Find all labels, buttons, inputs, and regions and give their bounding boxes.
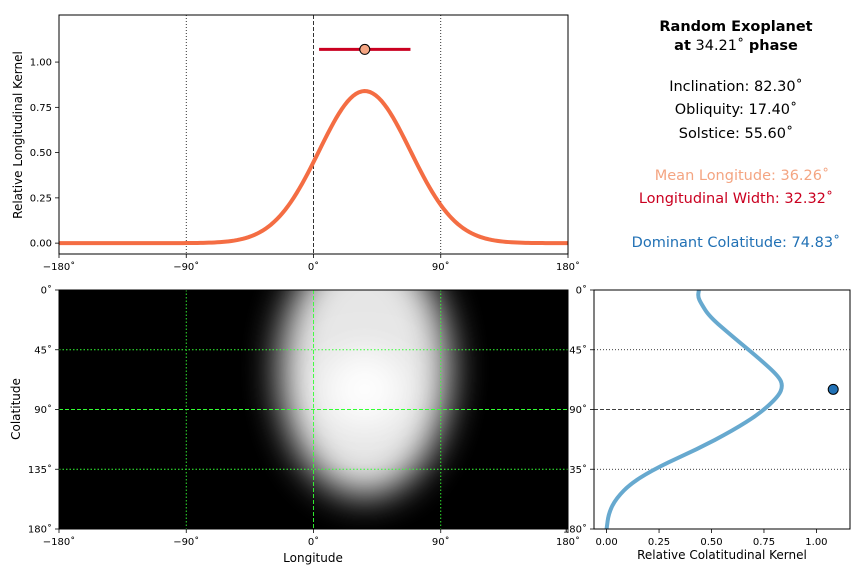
info-inclination: Inclination: 82.30˚ (669, 78, 803, 95)
colatitudinal-x-ticks: 0.00 0.25 0.50 0.75 1.00 (595, 529, 828, 548)
kernel-map-heat (279, 290, 450, 496)
y-tick-label: 135˚ (563, 464, 587, 476)
y-tick-label: 1.00 (30, 58, 52, 69)
kernel-map-chart: −180˚ −90˚ 0˚ 90˚ 180˚ 0˚ 45˚ 90˚ 135˚ 180˚ Long… (9, 285, 580, 566)
y-tick-label: 180˚ (563, 524, 587, 536)
info-panel: Random Exoplanet at 34.21˚ phase Inclina… (632, 19, 841, 251)
x-tick-label: 180˚ (556, 536, 580, 548)
info-obliquity: Obliquity: 17.40˚ (675, 101, 798, 118)
kernel-map-y-axis-label: Colatitude (9, 378, 23, 440)
colatitudinal-y-ticks: 0˚ 45˚ 90˚ 135˚ 180˚ (563, 285, 594, 536)
kernel-map-x-ticks: −180˚ −90˚ 0˚ 90˚ 180˚ (43, 529, 580, 548)
y-tick-label: 90˚ (569, 404, 587, 416)
dominant-colatitude-marker (827, 383, 839, 395)
longitudinal-y-axis-label: Relative Longitudinal Kernel (11, 51, 25, 219)
longitude-reference-lines (185, 15, 442, 254)
x-tick-label: 90˚ (432, 261, 450, 273)
y-tick-label: 90˚ (34, 404, 52, 416)
x-tick-label: −90˚ (173, 536, 199, 548)
colatitudinal-kernel-line (604, 290, 784, 529)
y-tick-label: 45˚ (569, 344, 587, 356)
x-tick-label: 0.00 (595, 537, 617, 548)
x-tick-label: 0˚ (308, 536, 319, 548)
x-tick-label: −180˚ (43, 261, 75, 273)
info-solstice: Solstice: 55.60˚ (679, 125, 794, 142)
y-tick-label: 180˚ (28, 524, 52, 536)
kernel-map-y-ticks: 0˚ 45˚ 90˚ 135˚ 180˚ (28, 285, 59, 536)
info-phase-line: at 34.21˚ phase (674, 37, 798, 54)
x-tick-label: 0.25 (648, 537, 670, 548)
longitudinal-kernel-line (59, 89, 568, 246)
y-tick-label: 0.00 (30, 239, 52, 250)
info-title: Random Exoplanet (659, 19, 812, 35)
mean-longitude-marker (359, 43, 371, 55)
y-tick-label: 0.75 (30, 103, 52, 114)
x-tick-label: 0.50 (700, 537, 722, 548)
longitudinal-x-ticks: −180˚ −90˚ 0˚ 90˚ 180˚ (43, 254, 580, 273)
y-tick-label: 135˚ (28, 464, 52, 476)
kernel-map-gridlines (59, 290, 568, 529)
x-tick-label: 90˚ (432, 536, 450, 548)
x-tick-label: 1.00 (805, 537, 827, 548)
info-mean-longitude: Mean Longitude: 36.26˚ (655, 167, 830, 184)
x-tick-label: −90˚ (173, 261, 199, 273)
y-tick-label: 0.50 (30, 148, 52, 159)
y-tick-label: 0˚ (576, 285, 587, 297)
x-tick-label: 0˚ (308, 261, 319, 273)
info-phase-prefix: at (674, 38, 691, 54)
y-tick-label: 0.25 (30, 193, 52, 204)
colatitudinal-x-axis-label: Relative Colatitudinal Kernel (637, 548, 807, 562)
x-tick-label: 180˚ (556, 261, 580, 273)
info-phase-suffix: phase (749, 38, 798, 54)
longitudinal-plot-area (59, 15, 568, 254)
longitudinal-kernel-chart: −180˚ −90˚ 0˚ 90˚ 180˚ 0.000.250.500.751.00 … (11, 14, 580, 273)
longitudinal-y-ticks: 0.00 0.25 0.50 0.75 1.00 (30, 58, 59, 250)
kernel-map-core (322, 349, 408, 430)
colatitude-reference-lines (594, 349, 850, 470)
y-tick-label: 45˚ (34, 344, 52, 356)
x-tick-label: −180˚ (43, 536, 75, 548)
info-dominant-colatitude: Dominant Colatitude: 74.83˚ (632, 234, 841, 251)
kernel-map-x-axis-label: Longitude (283, 551, 343, 565)
x-tick-label: 0.75 (753, 537, 775, 548)
colatitudinal-kernel-chart: 0.00 0.25 0.50 0.75 1.00 0˚ 45˚ 90˚ 135˚ 180˚ Re… (563, 285, 851, 562)
info-phase-number: 34.21˚ (696, 37, 745, 54)
y-tick-label: 0˚ (41, 285, 52, 297)
info-longitudinal-width: Longitudinal Width: 32.32˚ (639, 190, 833, 207)
